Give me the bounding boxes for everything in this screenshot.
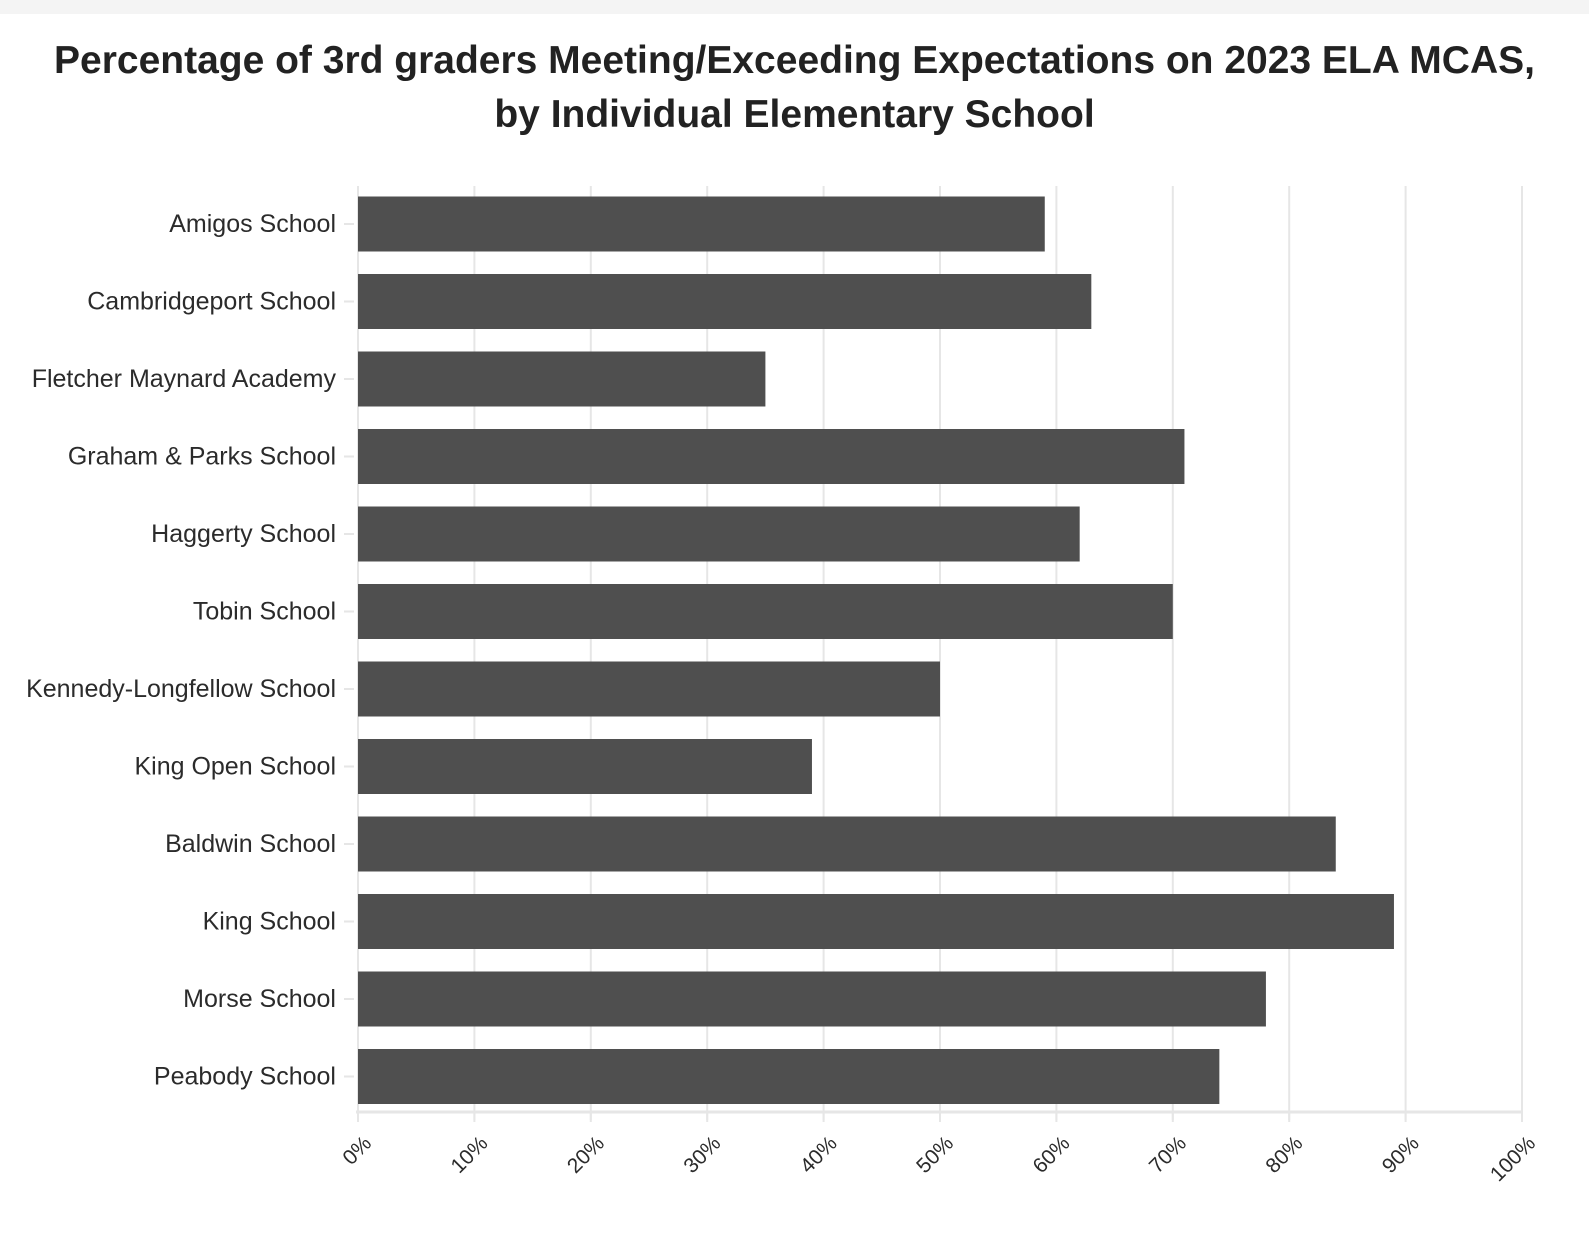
category-label-3: Graham & Parks School [68, 443, 336, 471]
category-label-9: King School [203, 908, 336, 936]
x-tick-label-6: 60% [1029, 1132, 1075, 1178]
bar-5 [358, 584, 1173, 639]
bar-10 [358, 971, 1266, 1027]
x-tick-label-0: 0% [338, 1132, 376, 1170]
category-label-6: Kennedy-Longfellow School [26, 675, 336, 703]
bar-3 [358, 429, 1185, 484]
category-label-7: King Open School [134, 753, 336, 781]
x-tick-label-10: 100% [1486, 1132, 1540, 1186]
x-tick-label-7: 70% [1145, 1132, 1191, 1178]
x-tick-label-3: 30% [679, 1132, 725, 1178]
category-label-8: Baldwin School [165, 830, 336, 858]
category-label-2: Fletcher Maynard Academy [32, 365, 337, 393]
top-strip [0, 0, 1589, 14]
bar-8 [358, 816, 1336, 872]
bar-9 [358, 894, 1394, 949]
bar-0 [358, 196, 1045, 252]
category-label-4: Haggerty School [151, 520, 336, 548]
x-tick-label-4: 40% [796, 1132, 842, 1178]
x-tick-label-8: 80% [1261, 1132, 1307, 1178]
grid-layer [356, 186, 1523, 1120]
bars-layer [358, 196, 1394, 1104]
bar-11 [358, 1049, 1220, 1104]
x-tick-label-5: 50% [912, 1132, 958, 1178]
category-label-0: Amigos School [169, 210, 336, 238]
x-tick-label-2: 20% [563, 1132, 609, 1178]
chart-title-line-2: by Individual Elementary School [494, 93, 1095, 136]
bar-4 [358, 506, 1080, 562]
x-tick-label-1: 10% [447, 1132, 493, 1178]
bar-2 [358, 351, 766, 407]
bar-1 [358, 274, 1092, 329]
category-labels: Amigos School Cambridgeport School Fletche… [26, 210, 354, 1091]
chart-title-line-1: Percentage of 3rd graders Meeting/Exceed… [54, 39, 1535, 82]
category-label-1: Cambridgeport School [87, 288, 336, 316]
bar-7 [358, 739, 812, 794]
bar-6 [358, 661, 940, 717]
category-label-5: Tobin School [193, 598, 336, 626]
category-label-10: Morse School [183, 985, 336, 1013]
chart-title: Percentage of 3rd graders Meeting/Exceed… [0, 34, 1589, 142]
category-label-11: Peabody School [154, 1063, 336, 1091]
x-tick-label-9: 90% [1378, 1132, 1424, 1178]
x-axis-ticks: 0% 10% 20% 30% 40% 50% 60% 70% 80% 90% 100% [338, 1112, 1540, 1186]
